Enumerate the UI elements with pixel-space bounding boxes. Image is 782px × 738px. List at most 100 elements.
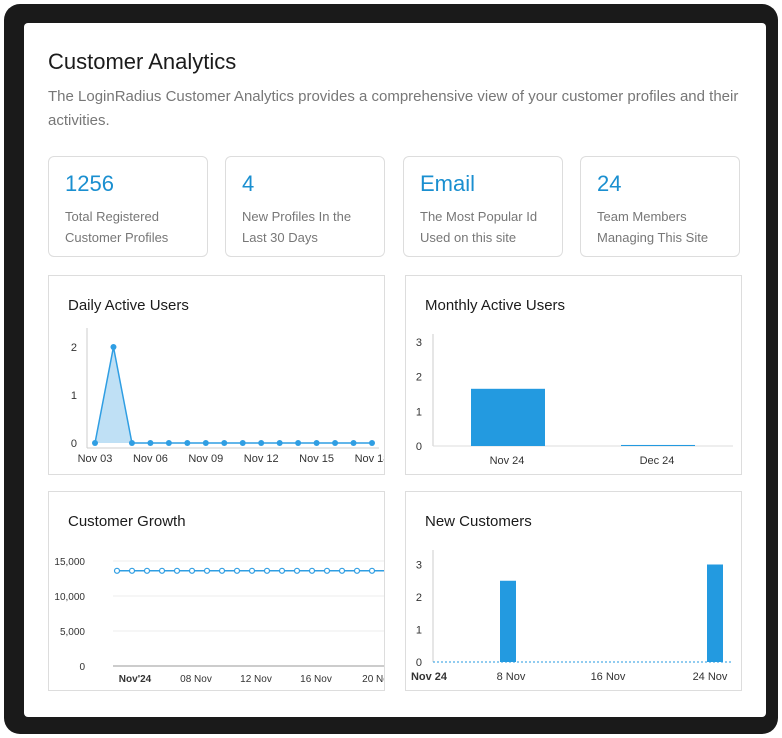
stat-card-team-members: 24 Team Members Managing This Site (580, 156, 740, 257)
y-tick-label: 1 (416, 406, 422, 418)
stat-value: 1256 (65, 171, 114, 196)
y-tick-label: 0 (71, 438, 77, 450)
data-point (202, 440, 209, 446)
data-point (313, 440, 320, 446)
y-tick-label: 15,000 (54, 557, 85, 568)
data-point (188, 567, 196, 574)
stat-card-new-profiles: 4 New Profiles In the Last 30 Days (225, 156, 385, 257)
chart-title: Monthly Active Users (425, 297, 566, 314)
y-tick-label: 1 (416, 625, 422, 637)
y-tick-label: 0 (416, 441, 422, 453)
x-tick-label: Nov'24 (119, 674, 152, 685)
y-tick-label: 3 (416, 560, 422, 572)
bar (707, 564, 723, 662)
data-point (293, 567, 301, 574)
device-frame: Customer Analytics The LoginRadius Custo… (4, 4, 778, 734)
data-point (173, 567, 181, 574)
daily-active-users-chart: 0 1 2 Nov 03 Nov 06 Nov 09 Nov 12 Nov 15 Nov 18 (71, 328, 384, 465)
data-point (147, 440, 154, 446)
stat-label: Total Registered Customer Profiles (65, 209, 169, 245)
data-point (113, 567, 121, 574)
data-point (184, 440, 191, 446)
data-point (295, 440, 302, 446)
x-tick-label: Nov 03 (78, 453, 113, 465)
bar (471, 388, 545, 446)
daily-active-users-panel: Daily Active Users 0 1 2 Nov 03 Nov 06 Nov 09… (48, 275, 385, 475)
customer-growth-chart: 0 5,000 10,000 15,000 Nov'24 08 Nov 12 Nov 16 N… (54, 557, 384, 685)
x-tick-label: 8 Nov (497, 671, 526, 683)
chart-title: New Customers (425, 513, 532, 530)
stat-value: 4 (242, 171, 255, 196)
x-tick-label: Nov 24 (411, 671, 448, 683)
stat-value: 24 (597, 171, 622, 196)
data-point (158, 567, 166, 574)
new-customers-panel: New Customers 0 1 2 3 Nov 24 8 Nov 16 Nov 24 No… (405, 491, 742, 691)
bar (621, 444, 695, 446)
chart-title: Customer Growth (68, 513, 186, 530)
data-point (110, 344, 117, 350)
y-tick-label: 2 (71, 342, 77, 354)
x-tick-label: 24 Nov (693, 671, 728, 683)
stat-card-total-profiles: 1256 Total Registered Customer Profiles (48, 156, 208, 257)
y-tick-label: 0 (79, 662, 85, 673)
bar (500, 580, 516, 662)
x-tick-label: 16 Nov (300, 674, 332, 685)
stat-label: New Profiles In the Last 30 Days (242, 209, 352, 245)
data-point (276, 440, 283, 446)
x-tick-label: Nov 09 (188, 453, 223, 465)
data-point (332, 440, 339, 446)
x-tick-label: Nov 12 (244, 453, 279, 465)
data-point (278, 567, 286, 574)
data-point (263, 567, 271, 574)
monthly-active-users-chart: 0 1 2 3 Nov 24 Dec 24 (416, 334, 733, 467)
data-point (233, 567, 241, 574)
stat-card-popular-id: Email The Most Popular Id Used on this s… (403, 156, 563, 257)
data-point (248, 567, 256, 574)
series-line (94, 346, 372, 444)
y-tick-label: 3 (416, 337, 422, 349)
stat-value: Email (420, 171, 476, 196)
data-point (338, 567, 346, 574)
data-point (143, 567, 151, 574)
y-tick-label: 2 (416, 592, 422, 604)
x-tick-label: 08 Nov (180, 674, 212, 685)
y-tick-label: 1 (71, 390, 77, 402)
x-tick-label: 20 Nov (362, 674, 384, 685)
series-area (95, 347, 372, 443)
data-point (308, 567, 316, 574)
stat-label: The Most Popular Id Used on this site (420, 209, 538, 245)
new-customers-chart: 0 1 2 3 Nov 24 8 Nov 16 Nov 24 Nov (411, 550, 733, 683)
page-title: Customer Analytics (48, 49, 237, 74)
customer-growth-panel: Customer Growth 0 5,000 10,000 15,000 Nov'24… (48, 491, 385, 691)
data-point (369, 440, 375, 446)
stat-label: Team Members Managing This Site (597, 209, 709, 245)
data-point (203, 567, 211, 574)
x-tick-label: Nov 24 (490, 455, 525, 467)
data-point (221, 440, 228, 446)
data-point (218, 567, 226, 574)
data-point (323, 567, 331, 574)
y-tick-label: 2 (416, 372, 422, 384)
data-point (353, 567, 361, 574)
x-tick-label: Dec 24 (640, 455, 675, 467)
x-tick-label: Nov 15 (299, 453, 334, 465)
x-tick-label: Nov 18 (355, 453, 384, 465)
monthly-active-users-panel: Monthly Active Users 0 1 2 3 Nov 24 Dec 24 (405, 275, 742, 475)
data-point (92, 440, 98, 446)
analytics-screen: Customer Analytics The LoginRadius Custo… (24, 23, 766, 717)
page-description: The LoginRadius Customer Analytics provi… (48, 88, 739, 129)
data-point (258, 440, 265, 446)
data-point (350, 440, 357, 446)
y-tick-label: 0 (416, 657, 422, 669)
data-point (128, 567, 136, 574)
data-point (165, 440, 172, 446)
x-tick-label: 12 Nov (240, 674, 272, 685)
data-point (128, 440, 135, 446)
chart-title: Daily Active Users (68, 297, 189, 314)
data-point (368, 567, 376, 574)
data-point (239, 440, 246, 446)
y-tick-label: 10,000 (54, 592, 85, 603)
x-tick-label: Nov 06 (133, 453, 168, 465)
y-tick-label: 5,000 (60, 627, 85, 638)
x-tick-label: 16 Nov (591, 671, 626, 683)
